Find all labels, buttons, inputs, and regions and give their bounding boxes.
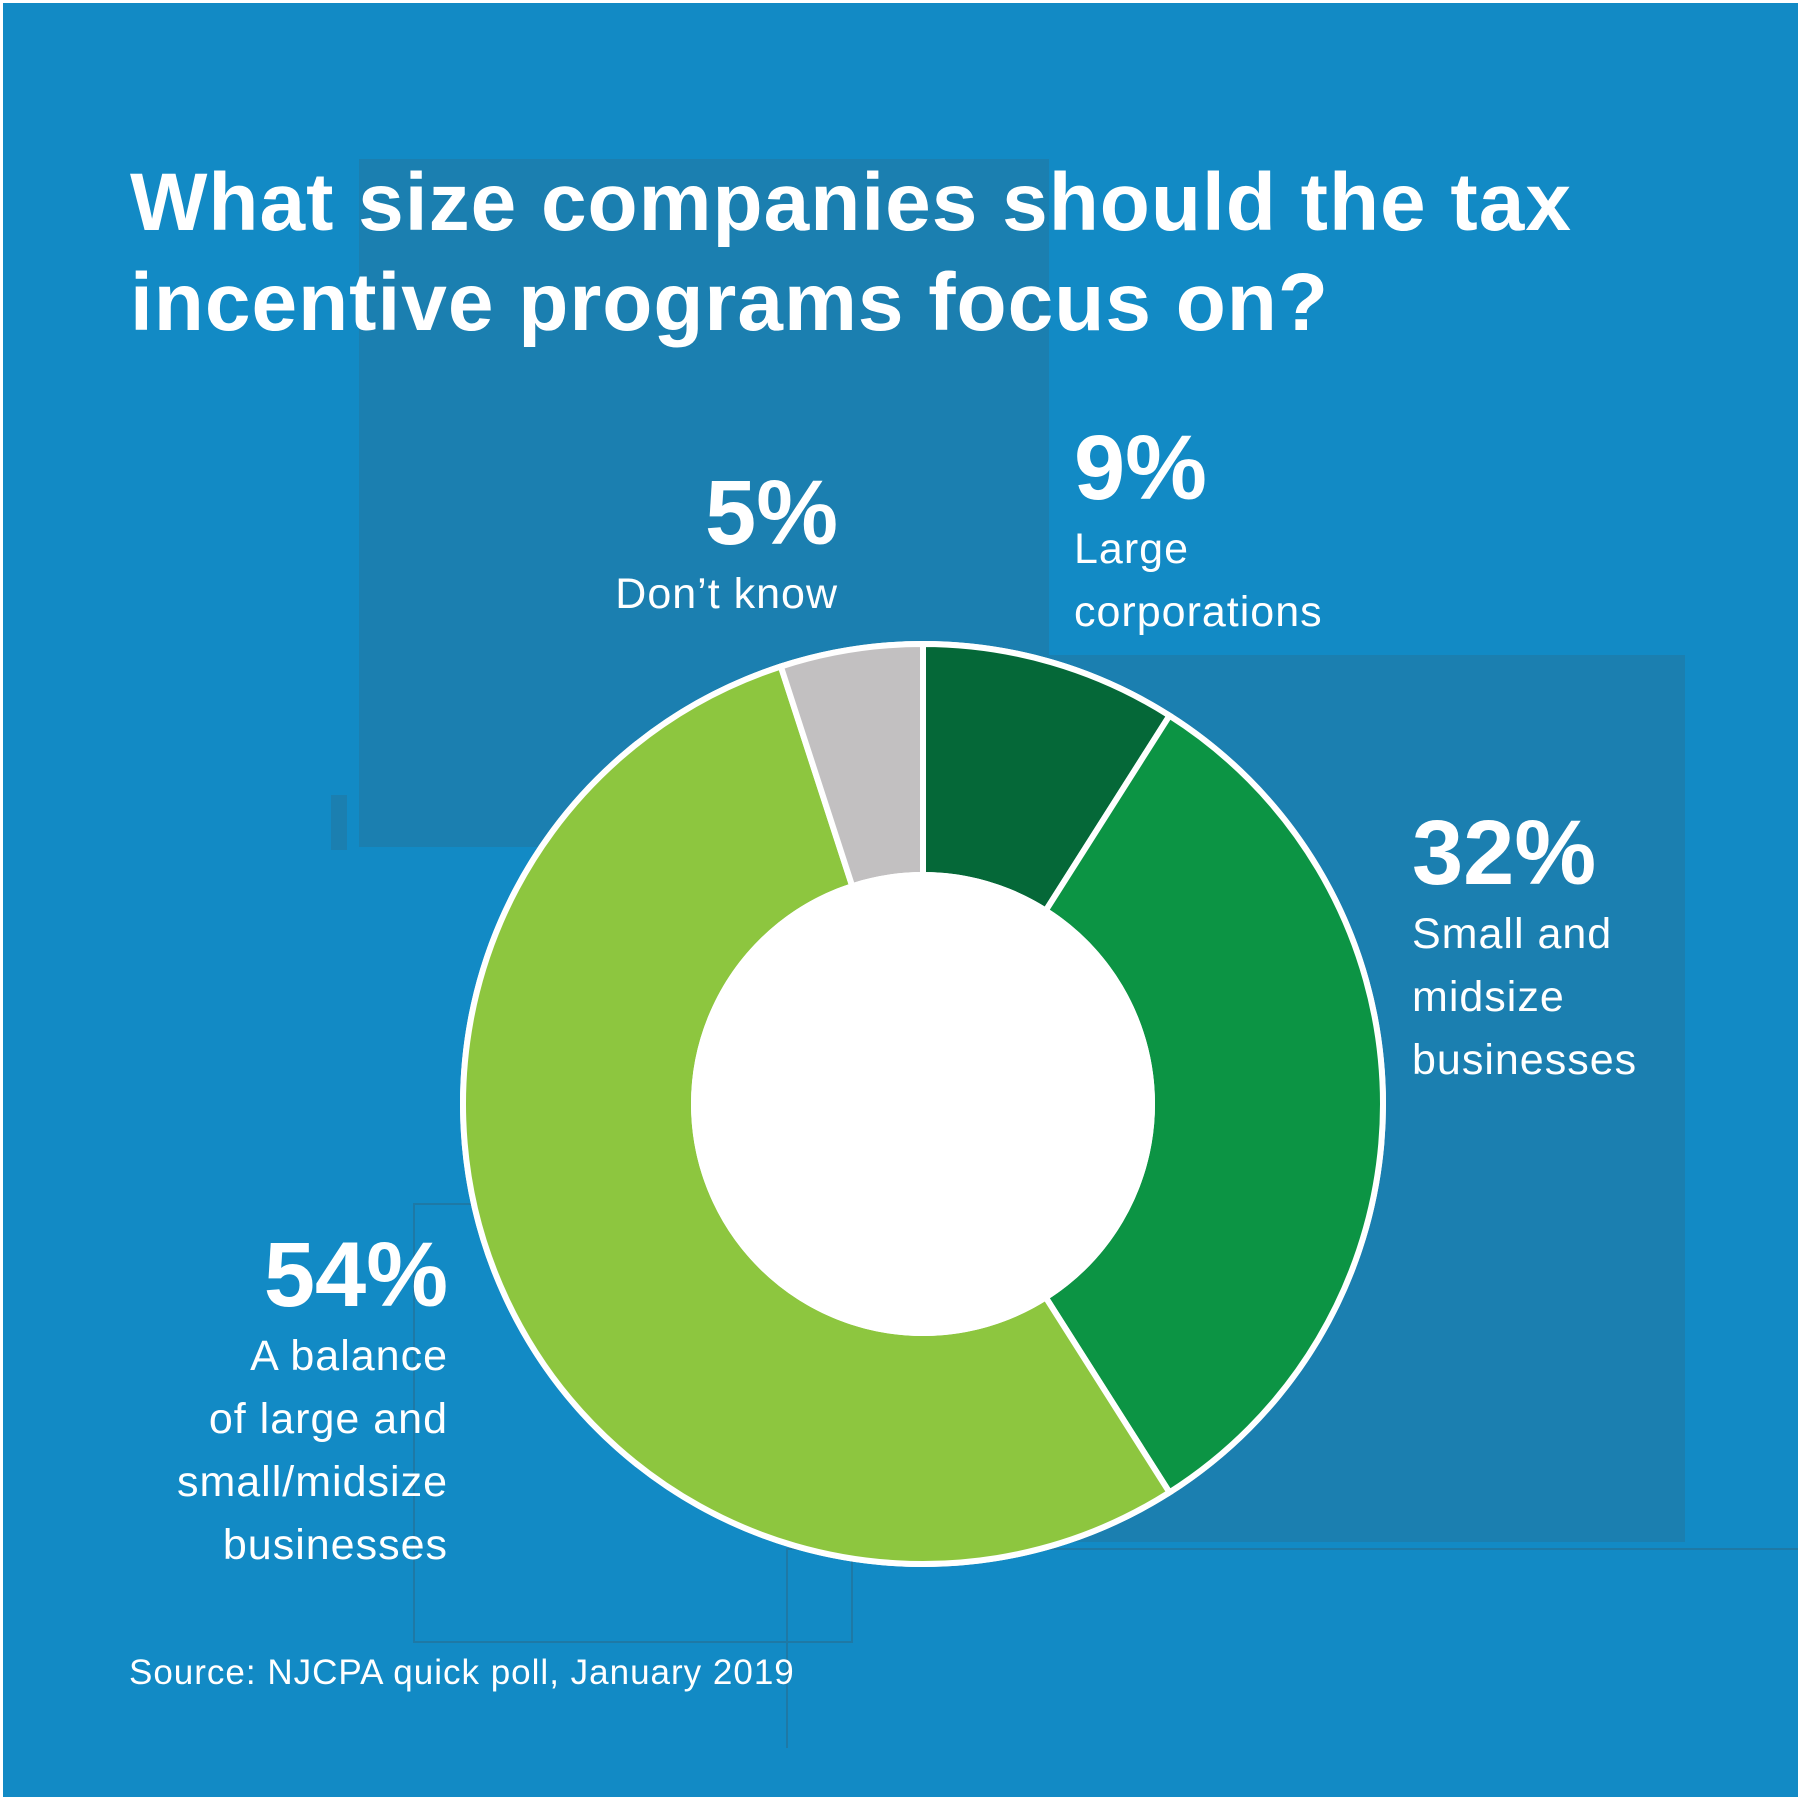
decor-tab-upper xyxy=(547,563,583,571)
slice-label-balance-pct: 54% xyxy=(263,1224,448,1326)
label-balance: 54% A balance of large and small/midsize… xyxy=(177,1225,448,1577)
slice-label-balance-desc: A balance of large and small/midsize bus… xyxy=(176,1332,448,1569)
label-small-midsize: 32% Small and midsize businesses xyxy=(1412,803,1637,1092)
slice-label-dont-know-desc: Don’t know xyxy=(615,570,838,618)
slice-label-small-midsize-desc: Small and midsize businesses xyxy=(1412,910,1638,1084)
donut-chart xyxy=(460,640,1386,1567)
slice-label-large-corporations-pct: 9% xyxy=(1074,417,1207,519)
label-dont-know: 5% Don’t know xyxy=(615,463,838,626)
slice-label-large-corporations-desc: Large corporations xyxy=(1074,525,1323,636)
decor-outline-bottom xyxy=(786,1548,1798,1748)
donut-inner-ring xyxy=(691,872,1155,1336)
slice-label-dont-know-pct: 5% xyxy=(705,462,838,564)
chart-title: What size companies should the tax incen… xyxy=(130,157,1572,348)
source-note: Source: NJCPA quick poll, January 2019 xyxy=(129,1653,795,1692)
decor-tab-left xyxy=(331,795,347,850)
slice-label-small-midsize-pct: 32% xyxy=(1412,802,1597,904)
label-large-corporations: 9% Large corporations xyxy=(1074,418,1323,644)
